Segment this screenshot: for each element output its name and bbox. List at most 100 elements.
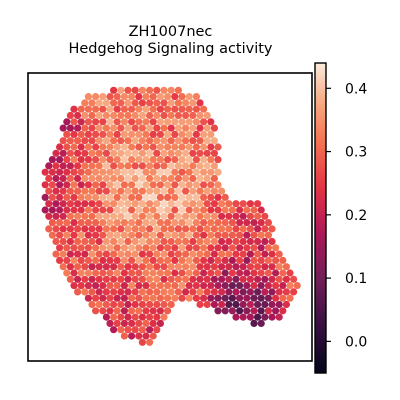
tissue-spot xyxy=(95,200,103,208)
tissue-spot xyxy=(228,269,236,277)
tissue-spot xyxy=(254,275,262,283)
tissue-spot xyxy=(257,244,265,252)
tissue-spot xyxy=(124,200,132,208)
tissue-spot xyxy=(214,206,222,214)
tissue-spot xyxy=(142,118,150,126)
tissue-spot xyxy=(124,313,132,321)
tissue-spot xyxy=(192,105,200,113)
tissue-spot xyxy=(250,269,258,277)
tissue-spot xyxy=(110,237,118,246)
tissue-spot xyxy=(164,294,172,302)
tissue-spot xyxy=(142,156,150,164)
tissue-spot xyxy=(218,225,226,233)
tissue-spot xyxy=(59,162,67,170)
tissue-spot xyxy=(192,244,200,252)
tissue-spot xyxy=(113,219,121,227)
tissue-spot xyxy=(153,263,161,271)
tissue-spot xyxy=(171,193,179,201)
tissue-spot xyxy=(66,200,74,208)
tissue-spot xyxy=(174,225,182,233)
tissue-spot xyxy=(120,219,128,227)
tissue-spot xyxy=(275,250,283,258)
tissue-spot xyxy=(92,130,100,138)
tissue-spot xyxy=(275,263,283,271)
tissue-spot xyxy=(106,168,114,176)
tissue-spot xyxy=(45,212,53,220)
tissue-spot xyxy=(131,263,139,271)
tissue-spot xyxy=(88,263,96,271)
tissue-spot xyxy=(156,130,164,138)
tissue-spot xyxy=(59,263,67,271)
tissue-spot xyxy=(102,137,110,145)
tissue-spot xyxy=(70,282,78,290)
tissue-spot xyxy=(146,162,154,170)
tissue-spot xyxy=(239,225,247,233)
tissue-spot xyxy=(106,244,114,252)
tissue-spot xyxy=(113,168,121,176)
tissue-spot xyxy=(178,269,186,277)
tissue-spot xyxy=(250,206,258,214)
tissue-spot xyxy=(149,282,157,290)
tissue-spot xyxy=(160,275,168,283)
tissue-spot xyxy=(88,187,96,195)
tissue-spot xyxy=(70,219,78,227)
tissue-spot xyxy=(110,86,118,94)
tissue-spot xyxy=(189,149,197,157)
tissue-spot xyxy=(113,181,121,189)
tissue-spot xyxy=(182,212,190,220)
tissue-spot xyxy=(264,269,272,277)
tissue-spot xyxy=(77,156,85,164)
tissue-spot xyxy=(232,288,240,296)
tissue-spot xyxy=(135,294,143,302)
tissue-spot xyxy=(124,111,132,120)
tissue-spot xyxy=(156,231,164,239)
tissue-spot xyxy=(174,174,182,183)
tissue-spot xyxy=(120,118,128,126)
tissue-spot xyxy=(59,200,67,208)
tissue-spot xyxy=(88,137,96,145)
tissue-spot xyxy=(225,200,233,208)
tissue-spot xyxy=(250,244,258,252)
tissue-spot xyxy=(160,212,168,220)
tissue-spot xyxy=(146,86,154,94)
tissue-spot xyxy=(182,174,190,183)
tissue-spot xyxy=(63,130,71,138)
tissue-spot xyxy=(200,130,208,138)
tissue-spot xyxy=(81,174,89,183)
tissue-spot xyxy=(117,212,125,220)
tissue-spot xyxy=(203,225,211,233)
tissue-spot xyxy=(196,99,204,107)
tissue-spot xyxy=(178,244,186,252)
tissue-spot xyxy=(282,275,290,283)
tissue-spot xyxy=(214,307,222,315)
tissue-spot xyxy=(254,237,262,246)
tissue-spot xyxy=(146,275,154,283)
tissue-spot xyxy=(185,269,193,277)
tissue-spot xyxy=(77,130,85,138)
tissue-spot xyxy=(81,250,89,258)
tissue-spot xyxy=(135,193,143,201)
tissue-spot xyxy=(74,212,82,220)
tissue-spot xyxy=(117,225,125,233)
tissue-spot xyxy=(52,149,60,157)
tissue-spot xyxy=(174,99,182,107)
tissue-spot xyxy=(185,181,193,189)
tissue-spot xyxy=(257,282,265,290)
tissue-spot xyxy=(70,256,78,264)
tissue-spot xyxy=(261,250,269,258)
tissue-spot xyxy=(131,275,139,283)
tissue-spot xyxy=(63,168,71,176)
tissue-spot xyxy=(203,162,211,170)
tissue-spot xyxy=(149,231,157,239)
tissue-spot xyxy=(113,282,121,290)
tissue-spot xyxy=(192,93,200,101)
tissue-spot xyxy=(48,193,57,201)
tissue-spot xyxy=(70,105,78,113)
tissue-spot xyxy=(149,93,157,101)
tissue-spot xyxy=(200,143,208,151)
tissue-spot xyxy=(189,124,197,132)
tissue-spot xyxy=(110,162,118,170)
tissue-spot xyxy=(207,118,215,126)
tissue-spot xyxy=(225,212,233,220)
tissue-spot xyxy=(214,193,222,201)
